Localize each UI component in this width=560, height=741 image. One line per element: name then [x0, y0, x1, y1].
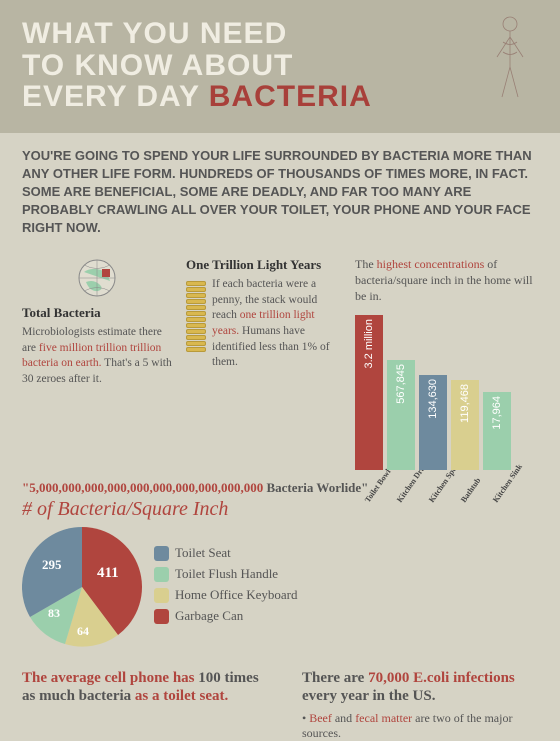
legend-item: Garbage Can [154, 608, 298, 624]
title-3a: EVERY DAY [22, 80, 209, 113]
phone-fact: The average cell phone has 100 times as … [22, 669, 272, 741]
pie-section: # of Bacteria/Square Inch 411 295 83 64 … [0, 498, 560, 647]
pie-title: # of Bacteria/Square Inch [22, 498, 322, 521]
trillion-title: One Trillion Light Years [186, 257, 341, 273]
trillion-body: If each bacteria were a penny, the stack… [212, 277, 341, 370]
trillion-block: One Trillion Light Years If each bacteri… [186, 257, 341, 470]
globe-icon [22, 257, 172, 299]
intro-text: You're going to spend your life surround… [0, 133, 560, 248]
ecoli-sub: • Beef and fecal matter are two of the m… [302, 711, 538, 741]
coin-stack-icon [186, 281, 206, 370]
bar-item: 119,468Bathtub [451, 380, 479, 470]
bar-item: 17,964Kitchen Sink [483, 392, 511, 470]
ecoli-fact: There are 70,000 E.coli infections every… [302, 669, 538, 741]
pie-val-c: 83 [48, 606, 60, 620]
pie-legend: Toilet Seat Toilet Flush Handle Home Offic… [154, 545, 298, 629]
title-3b: BACTERIA [209, 80, 372, 113]
total-body: Microbiologists estimate there are five … [22, 325, 172, 387]
anatomy-icon [485, 12, 535, 102]
pie-chart: 411 295 83 64 [22, 527, 142, 647]
legend-item: Toilet Seat [154, 545, 298, 561]
bar-item: 567,845Kitchen Drain [387, 360, 415, 470]
title-line-2: TO KNOW ABOUT [22, 50, 538, 82]
bar-item: 134,630Kitchen Sponge [419, 375, 447, 470]
total-title: Total Bacteria [22, 305, 172, 321]
pie-val-d: 64 [77, 624, 89, 638]
legend-item: Home Office Keyboard [154, 587, 298, 603]
total-bacteria-block: Total Bacteria Microbiologists estimate … [22, 257, 172, 470]
title-line-3: EVERY DAY BACTERIA [22, 81, 538, 113]
title-line-1: WHAT YOU NEED [22, 18, 538, 50]
pie-val-b: 295 [42, 557, 62, 572]
legend-item: Toilet Flush Handle [154, 566, 298, 582]
pie-val-a: 411 [97, 565, 119, 581]
concentration-block: The highest concentrations of bacteria/s… [355, 257, 538, 470]
bar-item: 3.2 millionToilet Bowl [355, 315, 383, 470]
header: WHAT YOU NEED TO KNOW ABOUT EVERY DAY BA… [0, 0, 560, 133]
mid-section: Total Bacteria Microbiologists estimate … [0, 247, 560, 470]
bottom-facts: The average cell phone has 100 times as … [0, 647, 560, 741]
bar-chart: 3.2 millionToilet Bowl567,845Kitchen Dra… [355, 310, 538, 470]
concentration-title: The highest concentrations of bacteria/s… [355, 257, 538, 304]
